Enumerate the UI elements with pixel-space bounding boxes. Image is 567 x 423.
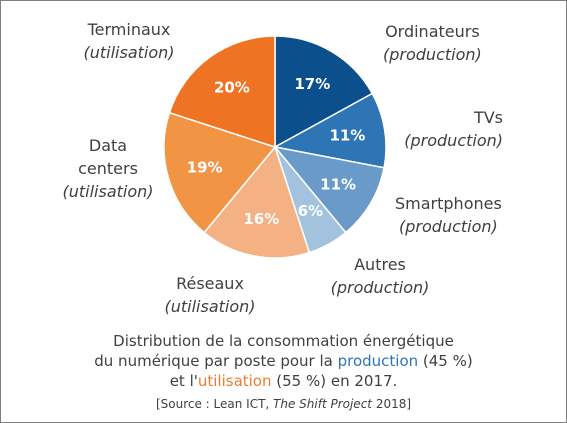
- label-smartphones-category: Smartphones: [395, 194, 502, 213]
- caption-line-2-pre: du numérique par poste pour la: [94, 352, 338, 370]
- caption-line-2-post: (45 %): [418, 352, 473, 370]
- label-tvs-category: TVs: [473, 108, 503, 127]
- source-title: The Shift Project: [273, 397, 372, 411]
- caption-line-3-pre: et l': [169, 372, 198, 390]
- label-datacenters: Data centers (utilisation): [53, 134, 163, 203]
- label-terminaux-category: Terminaux: [87, 20, 171, 39]
- pie-percent-label-smartphones: 11%: [320, 175, 356, 193]
- caption-line-1: Distribution de la consommation énergéti…: [113, 332, 454, 350]
- caption-line-3: et l'utilisation (55 %) en 2017.: [0, 371, 567, 391]
- label-autres-category: Autres: [354, 255, 406, 274]
- label-terminaux: Terminaux (utilisation): [74, 18, 184, 64]
- pie-percent-label-tvs: 11%: [329, 127, 365, 145]
- pie-slice-tvs: [272, 92, 387, 169]
- pie-percent-label-autres: 6%: [298, 202, 323, 220]
- label-datacenters-category-line1: Data: [88, 136, 128, 155]
- pie-percent-label-data-centers: 19%: [187, 158, 223, 176]
- label-ordinateurs-category: Ordinateurs: [385, 22, 480, 41]
- label-reseaux: Réseaux (utilisation): [155, 272, 265, 318]
- label-tvs: TVs (production): [403, 106, 503, 152]
- label-datacenters-category-line2: centers: [78, 159, 138, 178]
- label-reseaux-type: (utilisation): [164, 297, 256, 316]
- pie-slice-smartphones: [273, 145, 385, 234]
- label-smartphones: Smartphones (production): [395, 192, 502, 238]
- pie-percent-labels: 17% 11% 11% 6% 16% 19% 20%: [187, 75, 366, 228]
- label-datacenters-type: (utilisation): [62, 182, 154, 201]
- pie-percent-label-terminaux: 20%: [214, 79, 250, 97]
- pie-slice-terminaux: [168, 35, 276, 149]
- caption-line-2: du numérique par poste pour la productio…: [0, 351, 567, 371]
- label-smartphones-type: (production): [399, 217, 498, 236]
- label-ordinateurs: Ordinateurs (production): [383, 20, 482, 66]
- caption-utilisation-word: utilisation: [197, 372, 272, 390]
- pie-slice-r-seaux: [203, 145, 311, 259]
- source-post: 2018]: [372, 397, 412, 411]
- label-reseaux-category: Réseaux: [176, 274, 244, 293]
- pie-slice-ordinateurs: [274, 35, 374, 149]
- source-pre: [Source : Lean ICT,: [155, 397, 274, 411]
- label-tvs-type: (production): [404, 131, 503, 150]
- source-citation: [Source : Lean ICT, The Shift Project 20…: [0, 397, 567, 411]
- pie-percent-label-ordinateurs: 17%: [294, 75, 330, 93]
- label-terminaux-type: (utilisation): [83, 43, 175, 62]
- caption-line-3-post: (55 %) en 2017.: [271, 372, 398, 390]
- caption-production-word: production: [337, 352, 419, 370]
- pie-slices: [163, 35, 387, 259]
- label-autres-type: (production): [330, 278, 430, 297]
- label-ordinateurs-type: (production): [383, 45, 482, 64]
- pie-percent-label-r-seaux: 16%: [243, 210, 279, 228]
- pie-slice-data-centers: [163, 111, 277, 234]
- label-autres: Autres (production): [330, 253, 430, 299]
- chart-caption: Distribution de la consommation énergéti…: [0, 331, 567, 391]
